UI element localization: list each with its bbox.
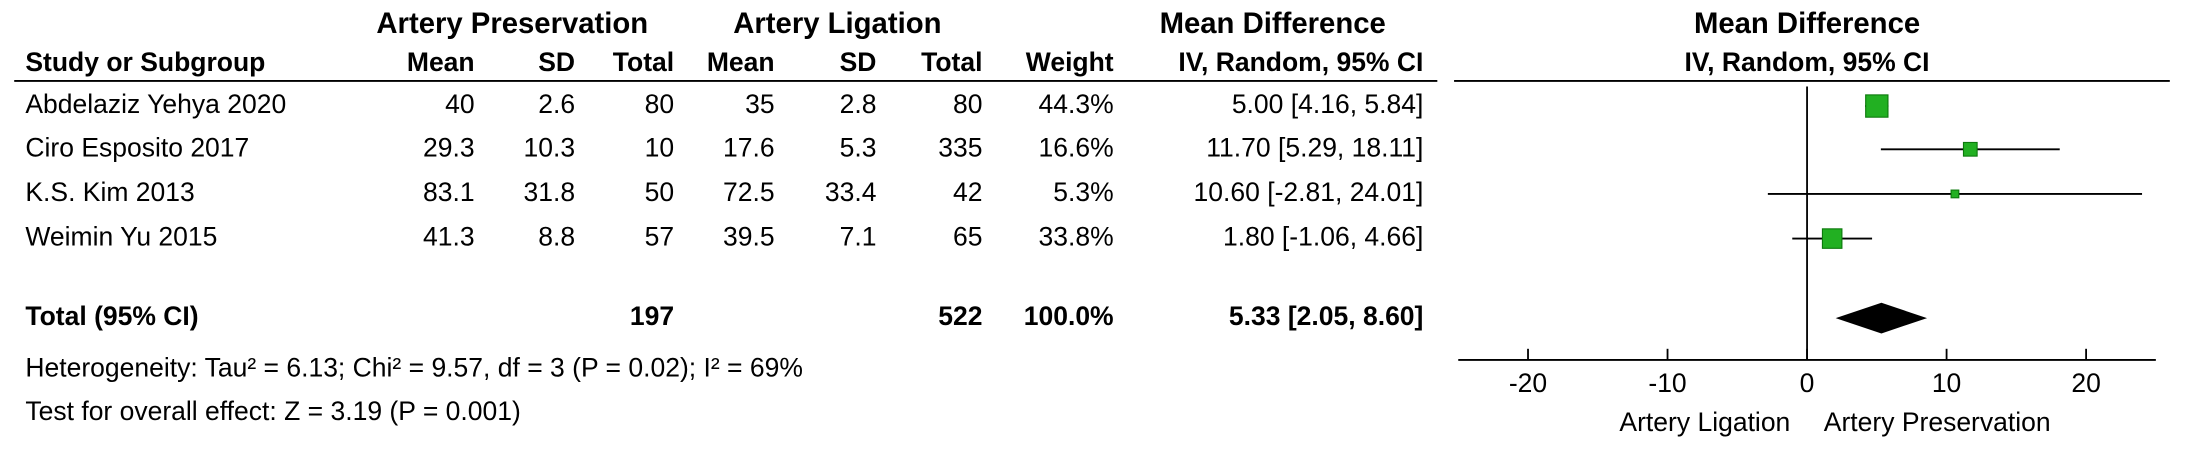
cell: 29.3 — [423, 132, 475, 162]
study-name: Weimin Yu 2015 — [25, 222, 217, 252]
effect-marker — [1865, 94, 1889, 118]
column-header: Total — [921, 47, 982, 77]
pooled-diamond — [1835, 302, 1928, 334]
cell: 5.00 [4.16, 5.84] — [1232, 89, 1424, 119]
cell: 65 — [953, 222, 982, 252]
x-label-right: Artery Preservation — [1824, 407, 2051, 437]
total-label: Total (95% CI) — [25, 301, 198, 331]
group-header: Mean Difference — [1160, 7, 1386, 40]
cell: 41.3 — [423, 222, 475, 252]
plot-header: Mean Difference — [1694, 7, 1920, 40]
total-cell: 5.33 [2.05, 8.60] — [1229, 301, 1423, 331]
cell: 72.5 — [723, 177, 775, 207]
x-tick-label: -10 — [1648, 368, 1686, 398]
cell: 80 — [953, 89, 982, 119]
effect-marker — [1821, 228, 1843, 249]
cell: 35 — [745, 89, 774, 119]
x-tick-label: 10 — [1932, 368, 1961, 398]
study-name: K.S. Kim 2013 — [25, 177, 194, 207]
effect-marker — [1950, 189, 1960, 199]
overall-effect: Test for overall effect: Z = 3.19 (P = 0… — [25, 396, 520, 426]
x-label-left: Artery Ligation — [1619, 407, 1790, 437]
column-header: Mean — [407, 47, 475, 77]
cell: 10 — [645, 132, 674, 162]
total-cell: 100.0% — [1024, 301, 1114, 331]
group-header: Artery Ligation — [733, 7, 941, 40]
column-header: IV, Random, 95% CI — [1178, 47, 1423, 77]
cell: 83.1 — [423, 177, 475, 207]
cell: 335 — [938, 132, 982, 162]
cell: 31.8 — [524, 177, 576, 207]
heterogeneity: Heterogeneity: Tau² = 6.13; Chi² = 9.57,… — [25, 353, 803, 383]
column-header: SD — [538, 47, 575, 77]
cell: 33.4 — [825, 177, 877, 207]
cell: 80 — [645, 89, 674, 119]
cell: 33.8% — [1038, 222, 1113, 252]
cell: 1.80 [-1.06, 4.66] — [1223, 222, 1423, 252]
cell: 40 — [445, 89, 474, 119]
cell: 2.8 — [840, 89, 877, 119]
cell: 17.6 — [723, 132, 775, 162]
column-header: Total — [613, 47, 674, 77]
cell: 16.6% — [1038, 132, 1113, 162]
column-header: Weight — [1026, 47, 1114, 77]
x-tick-label: -20 — [1509, 368, 1547, 398]
cell: 10.60 [-2.81, 24.01] — [1194, 177, 1424, 207]
cell: 8.8 — [538, 222, 575, 252]
column-header: Study or Subgroup — [25, 47, 265, 77]
x-tick-label: 0 — [1800, 368, 1815, 398]
group-header: Artery Preservation — [376, 7, 648, 40]
plot-subheader: IV, Random, 95% CI — [1685, 47, 1930, 77]
cell: 11.70 [5.29, 18.11] — [1206, 132, 1423, 162]
x-tick-label: 20 — [2071, 368, 2100, 398]
column-header: SD — [840, 47, 877, 77]
cell: 50 — [645, 177, 674, 207]
total-cell: 197 — [630, 301, 674, 331]
cell: 57 — [645, 222, 674, 252]
study-name: Abdelaziz Yehya 2020 — [25, 89, 286, 119]
cell: 39.5 — [723, 222, 775, 252]
total-cell: 522 — [938, 301, 982, 331]
cell: 7.1 — [840, 222, 877, 252]
cell: 10.3 — [524, 132, 576, 162]
cell: 5.3 — [840, 132, 877, 162]
effect-marker — [1962, 141, 1978, 157]
study-name: Ciro Esposito 2017 — [25, 132, 249, 162]
cell: 42 — [953, 177, 982, 207]
cell: 5.3% — [1053, 177, 1113, 207]
column-header: Mean — [707, 47, 775, 77]
cell: 2.6 — [538, 89, 575, 119]
cell: 44.3% — [1038, 89, 1113, 119]
